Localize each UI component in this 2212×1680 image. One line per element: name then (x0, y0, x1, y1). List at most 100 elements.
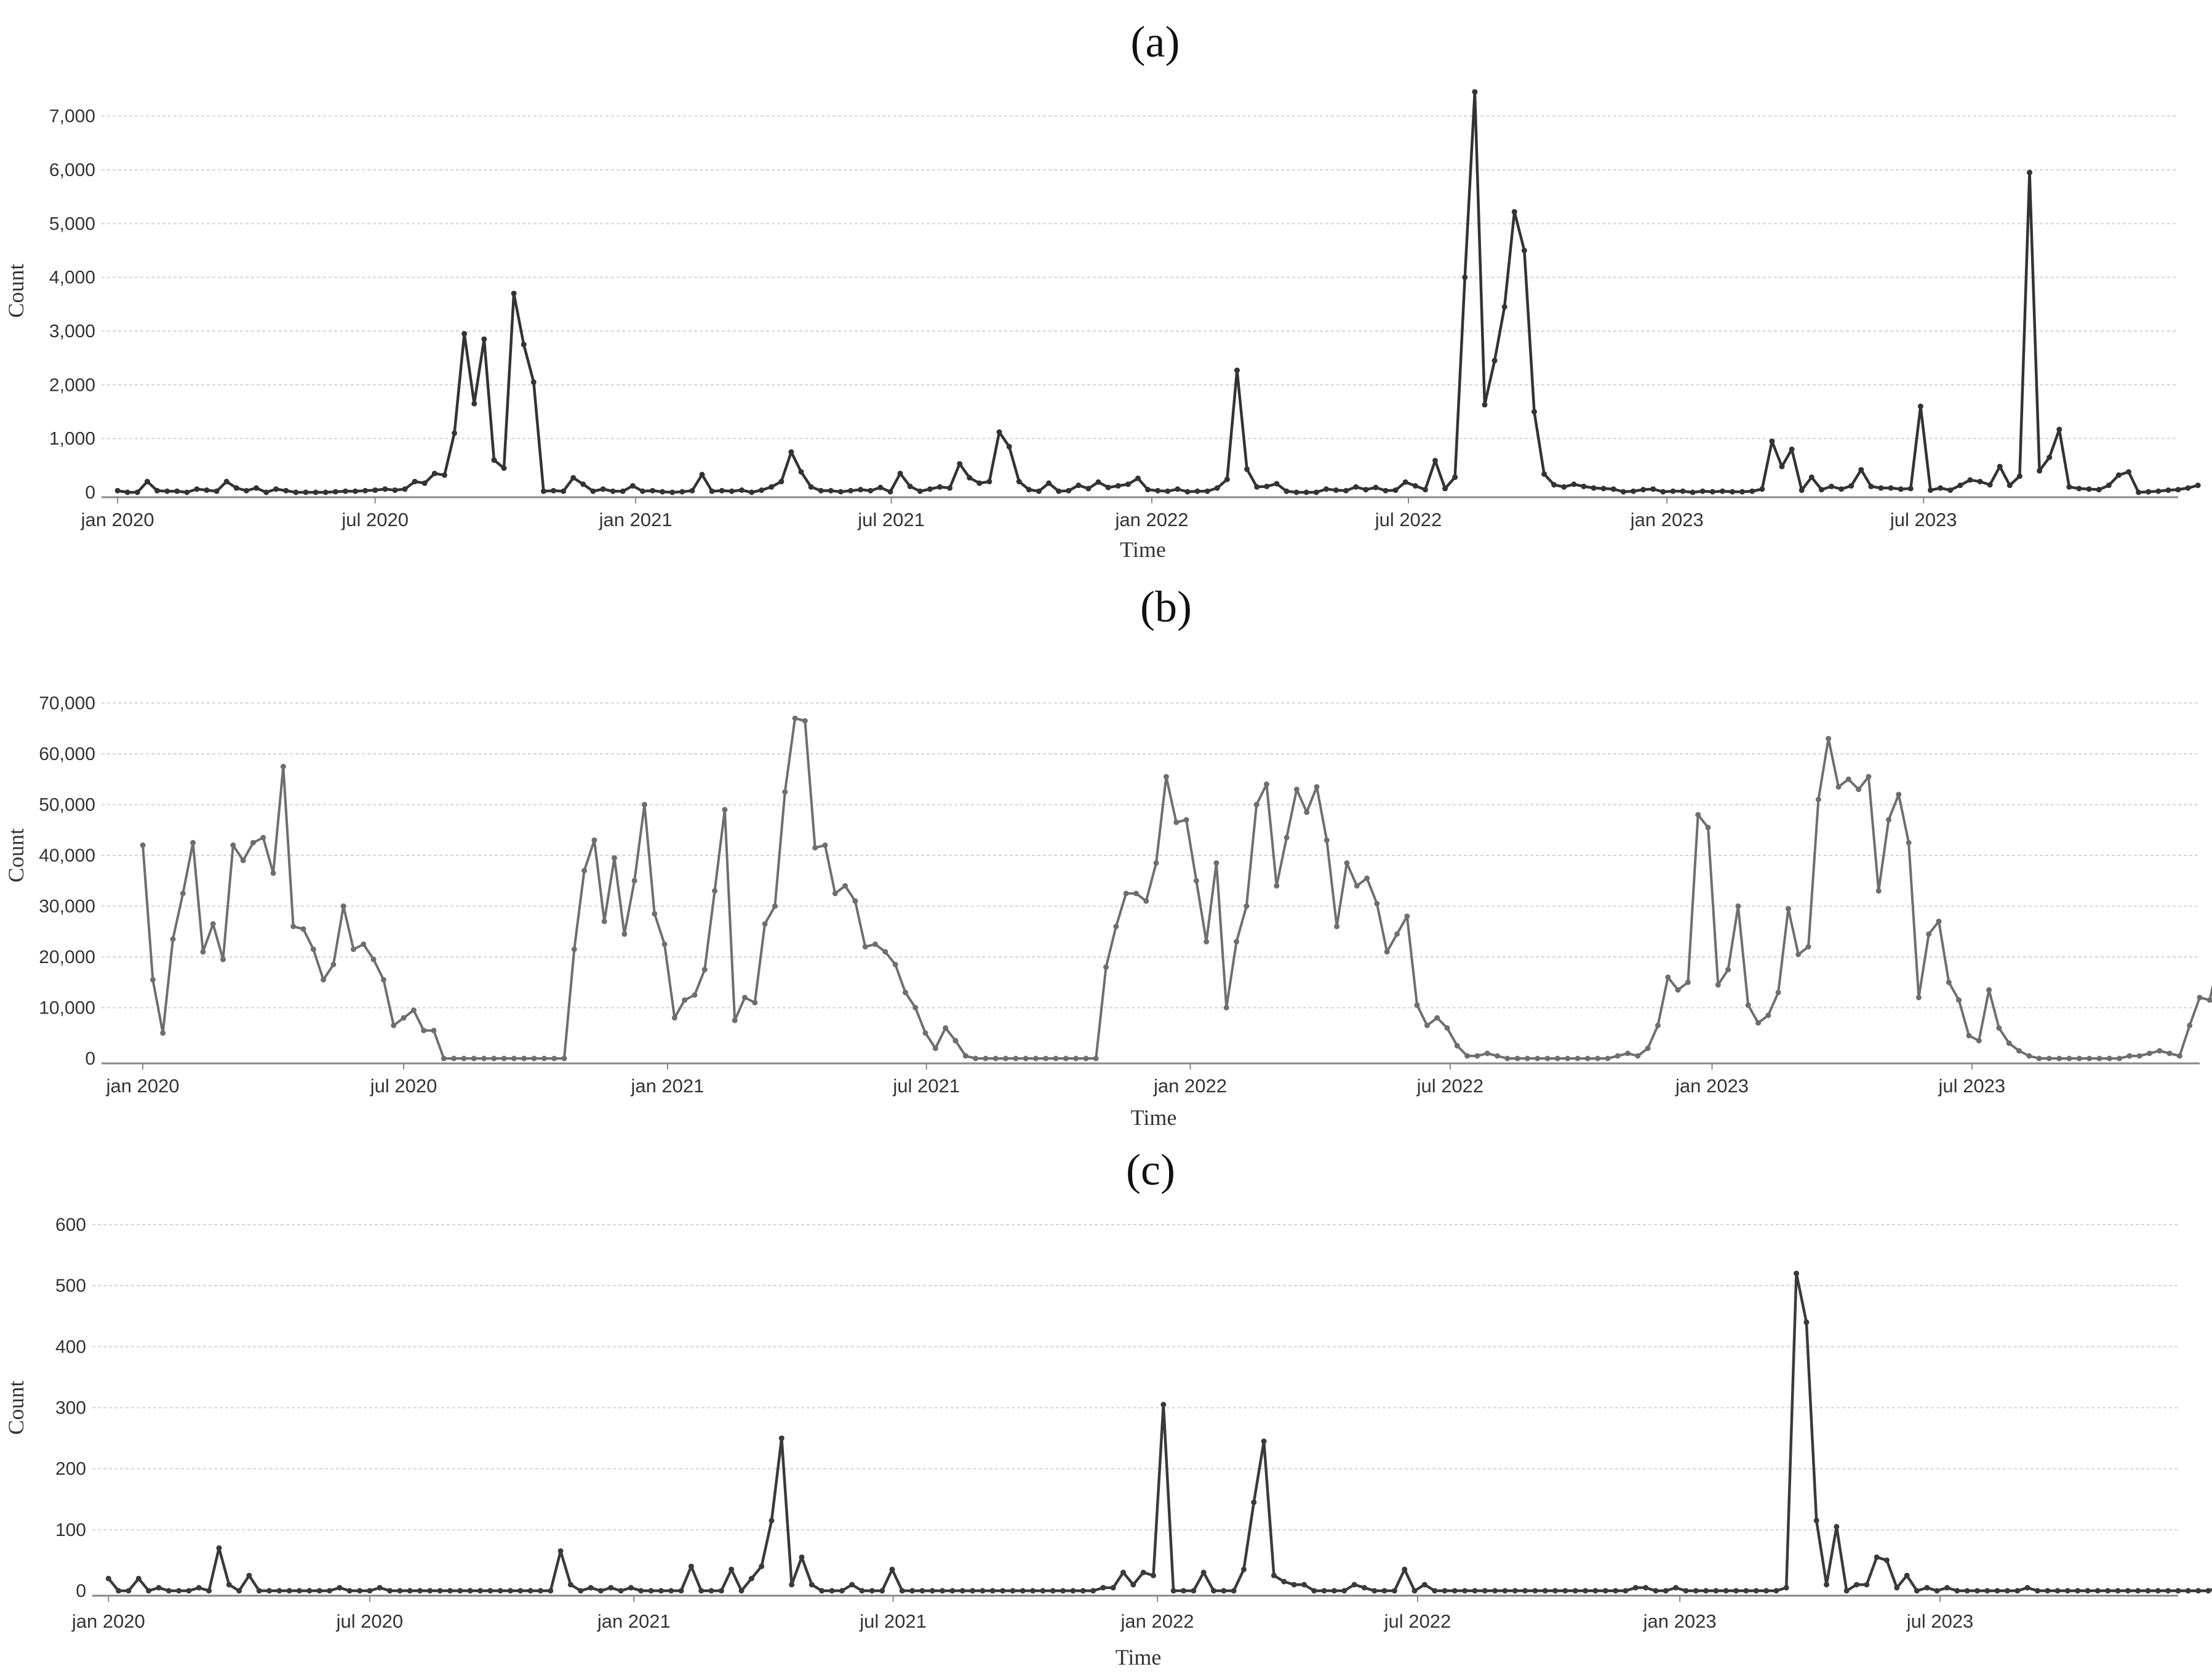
data-point (620, 488, 626, 494)
data-point (782, 789, 788, 795)
data-point (1194, 488, 1200, 494)
data-point (818, 487, 824, 494)
data-point (1602, 1588, 1608, 1594)
x-tick-label: jul 2022 (1375, 509, 1442, 530)
data-point (1592, 1588, 1599, 1594)
data-point (511, 290, 517, 297)
data-point (427, 1588, 433, 1594)
data-point (748, 1575, 754, 1582)
data-point (1333, 487, 1339, 494)
data-point (1000, 1588, 1006, 1594)
data-point (812, 845, 818, 851)
data-point (1103, 964, 1109, 970)
data-point (722, 807, 728, 813)
data-point (822, 842, 828, 848)
data-point (140, 842, 146, 848)
data-point (2206, 997, 2212, 1003)
data-point (377, 1585, 383, 1591)
data-point (256, 1588, 262, 1594)
data-point (243, 487, 249, 494)
data-point (628, 1585, 634, 1591)
data-point (487, 1588, 493, 1594)
data-point (976, 480, 983, 486)
data-point (828, 487, 834, 494)
data-point (1554, 1055, 1560, 1062)
data-point (166, 1588, 172, 1594)
data-point (1685, 979, 1691, 985)
data-point (170, 936, 176, 942)
data-point (738, 487, 745, 494)
data-point (1709, 489, 1715, 495)
data-point (1874, 1554, 1880, 1560)
data-point (648, 1588, 654, 1594)
x-tick-label: jul 2021 (859, 1610, 927, 1632)
data-point (2006, 1040, 2012, 1046)
data-point (276, 1588, 282, 1594)
data-point (2096, 487, 2102, 493)
data-point (1331, 1588, 1337, 1594)
x-tick-label: jan 2023 (1630, 509, 1704, 530)
data-point (1462, 1588, 1468, 1594)
data-point (842, 883, 848, 889)
data-point (286, 1588, 292, 1594)
data-point (337, 1585, 343, 1591)
y-tick-label: 3,000 (49, 321, 95, 342)
data-point (1511, 209, 1517, 215)
x-tick-label: jan 2021 (597, 1610, 671, 1632)
data-point (580, 481, 586, 487)
data-point (692, 992, 698, 998)
data-point (792, 715, 798, 721)
data-point (1125, 481, 1131, 487)
data-point (214, 488, 220, 494)
data-point (194, 486, 200, 492)
data-point (1967, 477, 1973, 483)
data-point (447, 1588, 453, 1594)
data-point (300, 926, 306, 932)
data-point (2126, 1053, 2133, 1059)
data-point (597, 1588, 604, 1594)
data-point (1839, 486, 1845, 492)
data-point (2105, 1588, 2111, 1594)
data-point (1020, 1588, 1026, 1594)
data-point (2094, 1588, 2101, 1594)
data-point (421, 480, 428, 486)
data-point (802, 718, 808, 724)
data-point (1625, 1050, 1631, 1057)
data-point (437, 1588, 443, 1594)
data-point (1655, 1022, 1661, 1028)
data-point (353, 488, 359, 494)
data-point (1372, 1588, 1378, 1594)
data-point (497, 1588, 503, 1594)
data-point (1411, 1588, 1418, 1594)
data-point (2056, 426, 2062, 433)
data-point (412, 479, 418, 485)
data-point (491, 457, 497, 463)
data-point (1783, 1585, 1789, 1591)
data-point (1482, 1588, 1488, 1594)
data-point (1640, 487, 1647, 493)
data-point (959, 1588, 965, 1594)
data-point (1354, 883, 1360, 889)
data-point (2024, 1585, 2030, 1591)
data-point (1705, 825, 1711, 831)
y-tick-label: 20,000 (39, 947, 95, 967)
data-point (186, 1588, 192, 1594)
data-point (1421, 1582, 1427, 1588)
data-point (759, 487, 765, 494)
data-point (154, 487, 161, 494)
data-point (1183, 817, 1189, 823)
data-point (1046, 480, 1052, 486)
data-point (1824, 1582, 1830, 1588)
data-point (180, 890, 186, 897)
data-point (1253, 802, 1260, 807)
y-tick-label: 100 (55, 1520, 86, 1540)
x-tick-label: jan 2020 (106, 1075, 180, 1097)
data-point (1650, 486, 1656, 492)
data-point (1491, 358, 1498, 364)
data-point (517, 1588, 524, 1594)
data-point (1053, 1055, 1059, 1062)
data-point (1284, 834, 1290, 841)
data-point (1254, 484, 1260, 490)
data-point (116, 1588, 122, 1594)
data-point (160, 1030, 166, 1036)
